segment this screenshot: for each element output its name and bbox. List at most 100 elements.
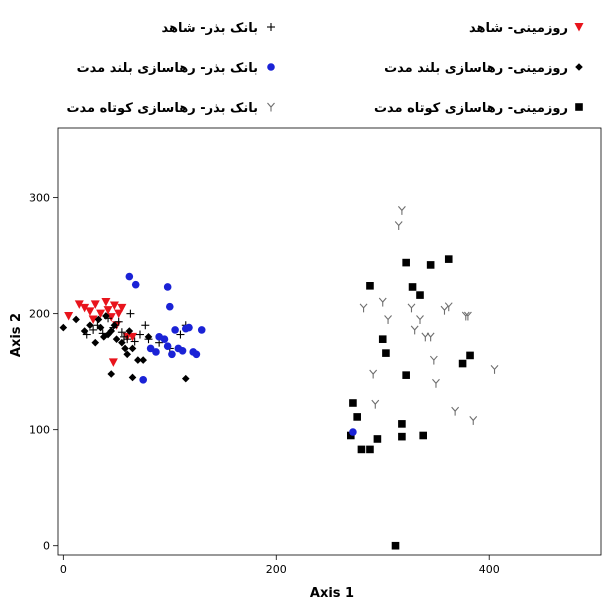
point-4-18 [197, 326, 206, 334]
point-5-2 [371, 399, 380, 409]
point-3-2 [93, 321, 102, 330]
point-0-10 [109, 301, 119, 311]
legend-marker-4 [267, 63, 275, 71]
point-2-16 [419, 431, 427, 440]
point-2-15 [416, 291, 424, 299]
point-5-11 [426, 332, 435, 342]
point-1-0 [59, 323, 68, 332]
point-5-7 [407, 303, 416, 313]
point-2-4 [366, 445, 374, 454]
point-4-17 [192, 350, 201, 359]
point-0-3 [85, 307, 95, 316]
x-tick-label-0: 0 [60, 563, 67, 576]
y-axis-label: Axis 2 [9, 313, 24, 357]
legend-item-0: روزمینی- شاهد [469, 21, 584, 36]
y-tick-label-2: 200 [29, 308, 50, 321]
point-2-9 [391, 541, 400, 550]
legend-label-5: بانک بذر- رهاسازی کوتاه مدت [66, 101, 258, 116]
legend-marker-2 [575, 103, 583, 111]
point-4-2 [139, 375, 147, 384]
point-0-4 [88, 315, 98, 324]
point-0-8 [103, 306, 113, 315]
y-tick-label-0: 0 [43, 540, 50, 553]
legend-item-3: بانک بذر- شاهد [162, 21, 275, 36]
point-0-7 [101, 298, 111, 307]
plot-area [57, 127, 602, 556]
point-4-6 [160, 335, 169, 343]
legend-item-1: روزمینی- رهاسازی بلند مدت [384, 61, 583, 76]
point-4-7 [163, 283, 172, 291]
point-4-9 [165, 302, 174, 311]
point-4-0 [125, 272, 134, 281]
x-tick-label-1: 200 [266, 563, 287, 576]
legend-label-3: بانک بذر- شاهد [162, 21, 258, 36]
point-4-13 [178, 346, 187, 355]
point-3-0 [82, 330, 91, 339]
point-3-6 [114, 317, 123, 326]
point-5-4 [384, 315, 392, 324]
point-2-10 [398, 432, 406, 441]
point-4-10 [168, 350, 176, 359]
point-3-11 [130, 337, 139, 346]
point-1-17 [128, 344, 137, 353]
point-5-19 [469, 416, 478, 425]
series-1 [59, 312, 190, 383]
point-2-12 [402, 371, 410, 379]
point-2-11 [398, 420, 406, 428]
point-3-17 [176, 330, 185, 339]
point-1-3 [86, 321, 94, 330]
point-4-4 [152, 348, 160, 356]
point-2-14 [408, 283, 417, 291]
point-1-4 [91, 338, 100, 347]
point-0-16 [108, 358, 118, 367]
point-0-15 [128, 332, 138, 342]
point-3-13 [141, 321, 150, 330]
point-1-13 [118, 338, 126, 347]
point-2-7 [378, 335, 387, 343]
legend-marker-1 [575, 63, 583, 71]
point-1-22 [128, 373, 137, 382]
point-2-18 [444, 255, 453, 263]
point-5-20 [490, 364, 499, 374]
point-0-12 [114, 309, 124, 319]
point-5-18 [463, 311, 472, 321]
point-3-1 [89, 325, 98, 334]
point-4-1 [131, 280, 140, 289]
point-3-3 [98, 329, 107, 338]
point-2-17 [426, 261, 435, 269]
point-5-8 [410, 325, 419, 335]
legend-label-1: روزمینی- رهاسازی بلند مدت [384, 61, 568, 76]
point-5-9 [416, 315, 424, 324]
point-1-7 [99, 333, 108, 341]
point-5-0 [359, 303, 368, 313]
point-1-21 [107, 370, 116, 378]
x-tick-label-2: 400 [479, 563, 500, 576]
point-5-13 [432, 378, 440, 388]
point-5-17 [461, 311, 470, 321]
x-axis: 0 200 400 [60, 555, 500, 576]
point-2-3 [357, 445, 366, 454]
point-1-15 [123, 350, 132, 359]
point-0-13 [117, 303, 127, 313]
legend-marker-5 [267, 102, 275, 112]
point-5-6 [397, 206, 406, 215]
point-3-9 [123, 335, 132, 344]
point-2-6 [373, 435, 382, 443]
point-2-5 [366, 282, 374, 290]
legend-item-4: بانک بذر- رهاسازی بلند مدت [77, 61, 275, 76]
point-1-12 [112, 335, 121, 343]
point-2-13 [402, 258, 410, 267]
point-1-16 [125, 327, 134, 335]
x-axis-label: Axis 1 [310, 586, 354, 601]
point-1-9 [104, 330, 112, 339]
series-5 [359, 206, 499, 425]
point-0-2 [80, 303, 90, 313]
point-0-1 [74, 300, 84, 309]
point-2-0 [346, 431, 355, 440]
point-4-19 [349, 428, 357, 436]
point-1-23 [181, 374, 190, 383]
point-5-14 [440, 305, 449, 315]
point-4-8 [163, 342, 172, 350]
point-4-11 [171, 326, 179, 334]
